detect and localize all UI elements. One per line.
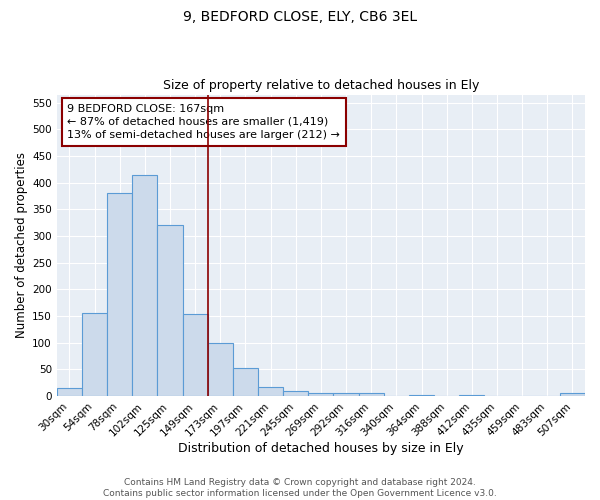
- Bar: [132, 174, 157, 396]
- Bar: [208, 342, 233, 396]
- Bar: [258, 386, 283, 396]
- Title: Size of property relative to detached houses in Ely: Size of property relative to detached ho…: [163, 79, 479, 92]
- Bar: [459, 394, 484, 396]
- Bar: [233, 368, 258, 396]
- Y-axis label: Number of detached properties: Number of detached properties: [15, 152, 28, 338]
- Bar: [308, 394, 334, 396]
- Text: Contains HM Land Registry data © Crown copyright and database right 2024.
Contai: Contains HM Land Registry data © Crown c…: [103, 478, 497, 498]
- Text: 9, BEDFORD CLOSE, ELY, CB6 3EL: 9, BEDFORD CLOSE, ELY, CB6 3EL: [183, 10, 417, 24]
- Bar: [182, 314, 208, 396]
- Bar: [157, 226, 182, 396]
- Bar: [57, 388, 82, 396]
- Bar: [334, 394, 359, 396]
- X-axis label: Distribution of detached houses by size in Ely: Distribution of detached houses by size …: [178, 442, 464, 455]
- Bar: [82, 314, 107, 396]
- Bar: [107, 194, 132, 396]
- Bar: [283, 391, 308, 396]
- Bar: [359, 394, 384, 396]
- Bar: [560, 394, 585, 396]
- Text: 9 BEDFORD CLOSE: 167sqm
← 87% of detached houses are smaller (1,419)
13% of semi: 9 BEDFORD CLOSE: 167sqm ← 87% of detache…: [67, 104, 340, 140]
- Bar: [409, 394, 434, 396]
